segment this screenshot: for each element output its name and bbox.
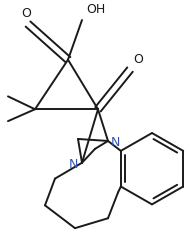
- Text: O: O: [133, 53, 143, 66]
- Text: OH: OH: [86, 3, 105, 16]
- Text: O: O: [21, 7, 31, 20]
- Text: N: N: [111, 136, 120, 149]
- Text: N: N: [69, 158, 78, 171]
